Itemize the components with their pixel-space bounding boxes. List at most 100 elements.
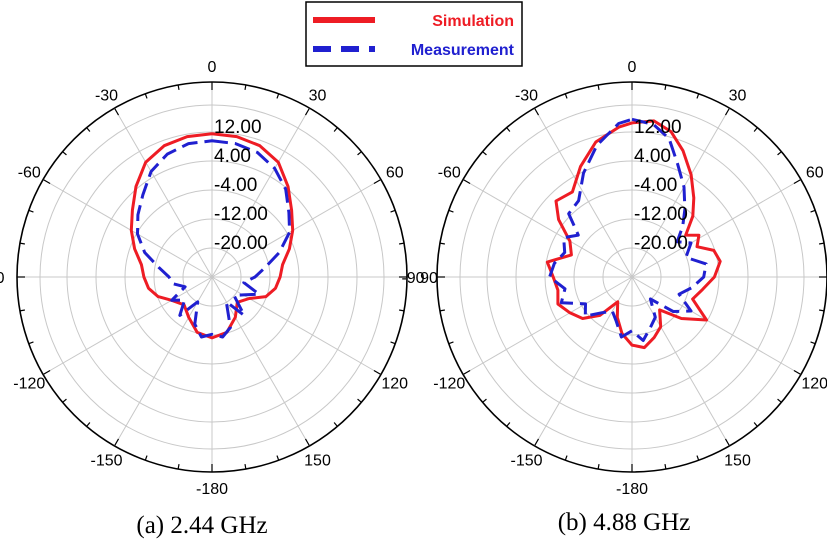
angle-labels-b: 0 30 60 90 120 150 -180 -150 -120 -90 -60 -30 [401, 59, 827, 498]
angle-tick-label: -150 [510, 453, 542, 470]
angle-tick [462, 369, 471, 376]
angle-tick-label: -120 [13, 376, 45, 393]
polar-plot-b: 0 30 60 90 120 150 -180 -150 -120 -90 -60 -30 12.00… [401, 59, 827, 536]
radial-tick-label: -12.00 [214, 204, 268, 225]
radial-tick-label: -12.00 [634, 204, 688, 225]
angle-tick [482, 398, 487, 403]
angle-tick-label: 0 [208, 59, 217, 76]
angle-tick [244, 84, 247, 90]
angle-tick [144, 93, 148, 99]
angle-tick [62, 398, 67, 403]
angle-tick [357, 151, 362, 156]
angle-tick [276, 93, 280, 99]
series-simulation-trace [545, 119, 722, 350]
grid-spoke [114, 107, 213, 278]
angle-tick-label: 90 [420, 270, 438, 287]
radial-tick-label: 12.00 [634, 117, 682, 138]
grid-spoke [631, 276, 802, 375]
angle-tick-label: -60 [438, 165, 461, 182]
radial-tick-label: -4.00 [214, 175, 257, 196]
angle-tick [810, 209, 816, 213]
angle-tick-label: -30 [515, 87, 538, 104]
angle-tick [113, 438, 120, 447]
angle-tick [448, 209, 454, 213]
angle-tick [304, 438, 311, 447]
angle-tick-label: -120 [433, 376, 465, 393]
legend-simulation-label: Simulation [432, 13, 514, 30]
angle-tick [399, 309, 405, 312]
angle-tick-label: 120 [381, 376, 408, 393]
angle-tick [373, 369, 382, 376]
angle-tick [86, 422, 91, 427]
angle-tick [753, 422, 758, 427]
angle-tick [597, 464, 600, 470]
angle-tick-label: -150 [90, 453, 122, 470]
angle-tick-label: 30 [309, 87, 327, 104]
angle-tick [113, 107, 120, 116]
angle-tick [28, 341, 34, 345]
angle-tick [304, 107, 311, 116]
radial-labels-b: 12.00 4.00 -4.00 -12.00 -20.00 [634, 117, 688, 254]
angle-tick-label: -30 [95, 87, 118, 104]
angle-tick [42, 369, 51, 376]
angle-tick [462, 178, 471, 185]
grid-spoke [534, 107, 633, 278]
angle-tick [696, 455, 700, 461]
angle-tick [448, 341, 454, 345]
angle-tick [177, 464, 180, 470]
grid-spoke [631, 276, 730, 447]
series-measurement-trace [136, 139, 292, 339]
angle-tick [533, 107, 540, 116]
polar-grid-a [16, 81, 408, 473]
angle-tick-label: -180 [616, 481, 648, 498]
angle-tick [42, 178, 51, 185]
angle-tick [439, 309, 445, 312]
angle-tick [564, 93, 568, 99]
angle-tick-label: 150 [304, 453, 331, 470]
angle-tick [28, 209, 34, 213]
radial-labels-a: 12.00 4.00 -4.00 -12.00 -20.00 [214, 117, 268, 254]
angle-tick [819, 309, 825, 312]
angle-tick [564, 455, 568, 461]
angle-tick-label: -90 [401, 270, 424, 287]
grid-spoke [211, 107, 310, 278]
angle-tick [62, 151, 67, 156]
radial-tick-label: -4.00 [634, 175, 677, 196]
radial-tick-label: 12.00 [214, 117, 262, 138]
angle-tick [482, 151, 487, 156]
traces-b [545, 117, 722, 350]
angle-tick-label: 30 [729, 87, 747, 104]
angle-tick-label: 60 [806, 165, 824, 182]
grid-spoke [211, 179, 382, 278]
angle-tick [810, 341, 816, 345]
grid-spoke [42, 276, 213, 375]
polar-grid-b [436, 81, 827, 473]
traces-a [129, 132, 295, 340]
caption-a: (a) 2.44 GHz [136, 512, 267, 539]
angle-tick [777, 398, 782, 403]
angle-tick [144, 455, 148, 461]
angle-tick [724, 107, 731, 116]
angle-tick [439, 242, 445, 245]
angle-tick [399, 242, 405, 245]
angle-tick [664, 84, 667, 90]
grid-spoke [462, 276, 633, 375]
angle-tick [696, 93, 700, 99]
angle-tick [777, 151, 782, 156]
angle-tick-label: 120 [801, 376, 827, 393]
angle-tick-label: 60 [386, 165, 404, 182]
angle-tick-label: 150 [724, 453, 751, 470]
angle-tick [597, 84, 600, 90]
angle-tick [819, 242, 825, 245]
angle-tick [724, 438, 731, 447]
grid-spoke [462, 179, 633, 278]
legend-box [305, 1, 523, 67]
angle-tick [86, 127, 91, 132]
angle-tick [333, 422, 338, 427]
radial-tick-label: -20.00 [634, 233, 688, 254]
angle-labels-a: 0 30 60 90 120 150 -180 -150 -120 -90 -60 -30 [0, 59, 438, 498]
angle-tick [506, 422, 511, 427]
grid-spoke [631, 107, 730, 278]
caption-b: (b) 4.88 GHz [558, 509, 691, 536]
